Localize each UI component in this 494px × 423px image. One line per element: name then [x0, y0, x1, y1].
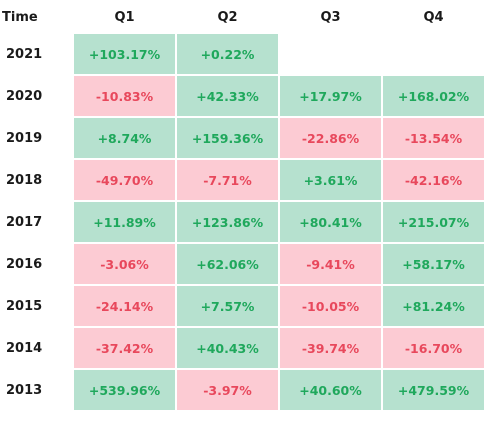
return-cell-q3: +17.97% [280, 76, 381, 116]
table-row: 2013 +539.96% -3.97% +40.60% +479.59% [2, 370, 484, 410]
year-cell: 2014 [2, 328, 72, 368]
table-row: 2020 -10.83% +42.33% +17.97% +168.02% [2, 76, 484, 116]
q3-column-header: Q3 [320, 9, 341, 25]
return-cell-q1: -37.42% [74, 328, 175, 368]
year-label: 2017 [6, 214, 43, 230]
return-cell-q1: -24.14% [74, 286, 175, 326]
year-cell: 2020 [2, 76, 72, 116]
return-cell-q4: +479.59% [383, 370, 484, 410]
header-row: Time Q1 Q2 Q3 Q4 [2, 2, 484, 32]
return-cell-q3: -22.86% [280, 118, 381, 158]
return-cell-q1: -3.06% [74, 244, 175, 284]
q1-column-header: Q1 [114, 9, 135, 25]
return-cell-q1: -10.83% [74, 76, 175, 116]
year-label: 2013 [6, 382, 43, 398]
return-cell-q3: +80.41% [280, 202, 381, 242]
year-cell: 2017 [2, 202, 72, 242]
year-cell: 2021 [2, 34, 72, 74]
return-cell-q3: +40.60% [280, 370, 381, 410]
table-row: 2014 -37.42% +40.43% -39.74% -16.70% [2, 328, 484, 368]
table-row: 2021 +103.17% +0.22% [2, 34, 484, 74]
return-cell-q3: -39.74% [280, 328, 381, 368]
return-cell-q2: +40.43% [177, 328, 278, 368]
year-label: 2019 [6, 130, 43, 146]
year-cell: 2013 [2, 370, 72, 410]
return-cell-q1: +539.96% [74, 370, 175, 410]
return-cell-q2: +0.22% [177, 34, 278, 74]
return-cell-q4: +81.24% [383, 286, 484, 326]
return-cell-q4: +58.17% [383, 244, 484, 284]
table-row: 2016 -3.06% +62.06% -9.41% +58.17% [2, 244, 484, 284]
table-row: 2018 -49.70% -7.71% +3.61% -42.16% [2, 160, 484, 200]
return-cell-q2: +62.06% [177, 244, 278, 284]
year-label: 2021 [6, 46, 43, 62]
return-cell-q1: +8.74% [74, 118, 175, 158]
return-cell-q1: +103.17% [74, 34, 175, 74]
return-cell-q2: -7.71% [177, 160, 278, 200]
return-cell-q2: +159.36% [177, 118, 278, 158]
table-row: 2015 -24.14% +7.57% -10.05% +81.24% [2, 286, 484, 326]
return-cell-q3 [280, 34, 381, 74]
year-label: 2020 [6, 88, 43, 104]
year-label: 2018 [6, 172, 43, 188]
return-cell-q3: -10.05% [280, 286, 381, 326]
year-label: 2014 [6, 340, 43, 356]
return-cell-q4 [383, 34, 484, 74]
table-row: 2019 +8.74% +159.36% -22.86% -13.54% [2, 118, 484, 158]
q2-column-header: Q2 [217, 9, 238, 25]
return-cell-q2: +7.57% [177, 286, 278, 326]
return-cell-q3: +3.61% [280, 160, 381, 200]
year-cell: 2019 [2, 118, 72, 158]
return-cell-q4: -42.16% [383, 160, 484, 200]
return-cell-q1: -49.70% [74, 160, 175, 200]
time-column-header: Time [2, 9, 38, 25]
quarterly-returns-table: Time Q1 Q2 Q3 Q4 2021 +103.17% +0.22% 2020 -… [2, 2, 484, 410]
return-cell-q4: +215.07% [383, 202, 484, 242]
return-cell-q2: +42.33% [177, 76, 278, 116]
return-cell-q3: -9.41% [280, 244, 381, 284]
year-cell: 2015 [2, 286, 72, 326]
return-cell-q4: -13.54% [383, 118, 484, 158]
return-cell-q4: +168.02% [383, 76, 484, 116]
year-cell: 2018 [2, 160, 72, 200]
year-label: 2016 [6, 256, 43, 272]
q4-column-header: Q4 [423, 9, 444, 25]
return-cell-q2: +123.86% [177, 202, 278, 242]
year-cell: 2016 [2, 244, 72, 284]
table-row: 2017 +11.89% +123.86% +80.41% +215.07% [2, 202, 484, 242]
year-label: 2015 [6, 298, 43, 314]
return-cell-q4: -16.70% [383, 328, 484, 368]
return-cell-q2: -3.97% [177, 370, 278, 410]
return-cell-q1: +11.89% [74, 202, 175, 242]
